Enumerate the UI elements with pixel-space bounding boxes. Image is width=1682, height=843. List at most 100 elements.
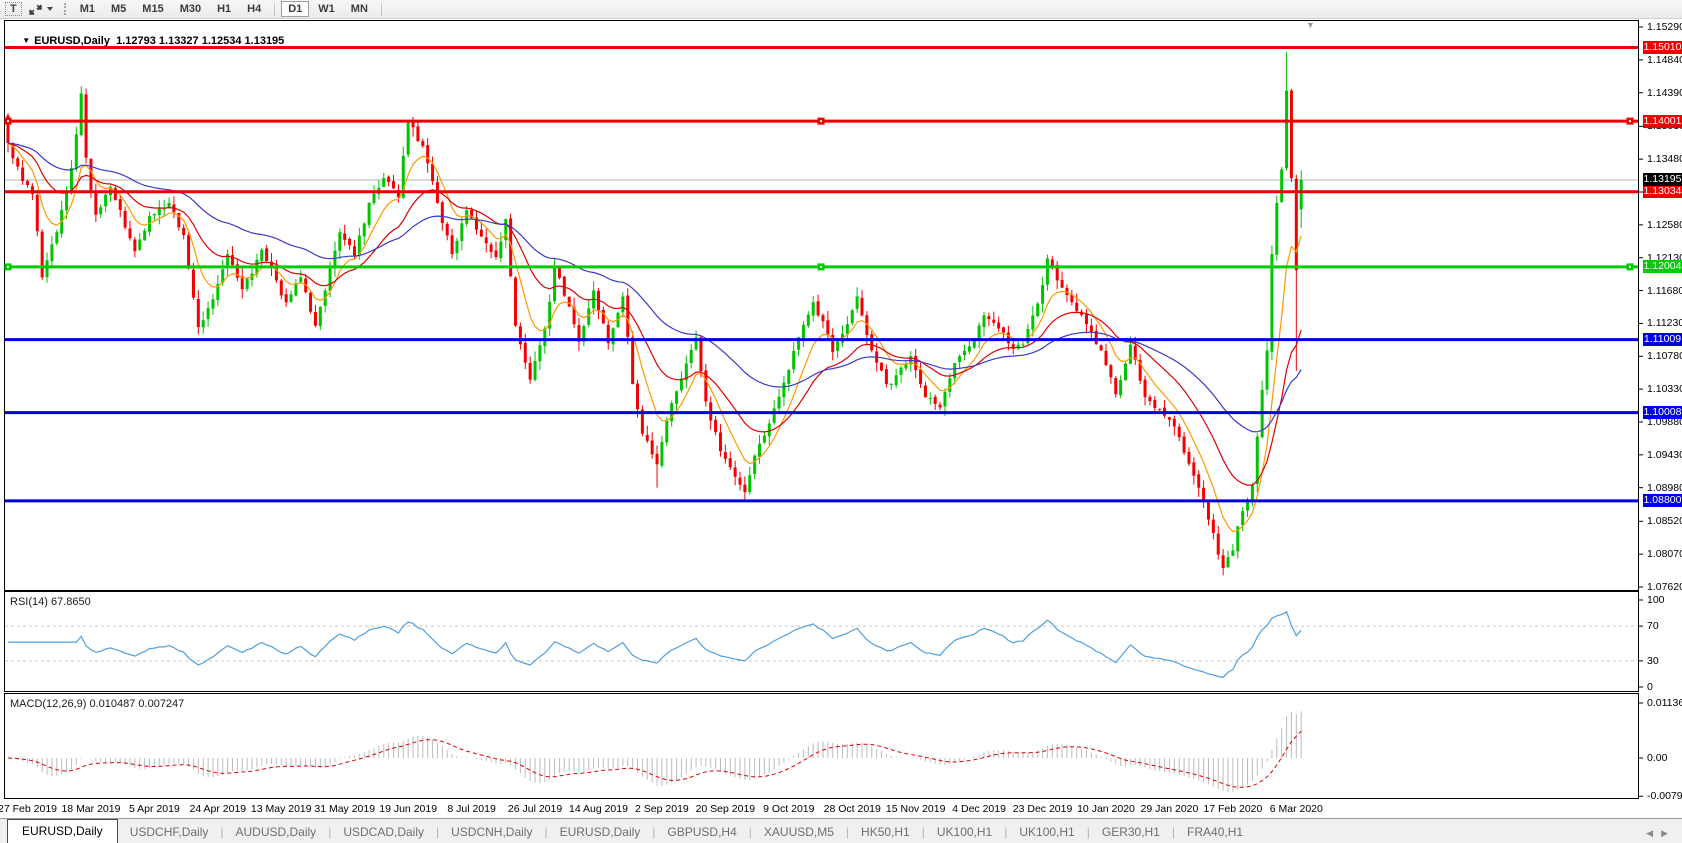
date-label: 24 Apr 2019 [189, 803, 247, 815]
candle-body [723, 452, 727, 459]
price-tick-label: 1.08520 [1647, 515, 1682, 528]
chart-tab-3[interactable]: USDCAD,Daily [343, 825, 424, 839]
candle-body [455, 240, 459, 254]
candle-body [406, 122, 410, 155]
candle-body [660, 441, 664, 466]
price-tick-label: 1.08980 [1647, 481, 1682, 494]
timeframe-button-m30[interactable]: M30 [173, 1, 208, 17]
candle-body [884, 369, 888, 385]
chart-tab-12[interactable]: FRA40,H1 [1187, 825, 1244, 839]
chart-tab-10[interactable]: UK100,H1 [1019, 825, 1075, 839]
candle-body [958, 356, 962, 362]
timeframe-button-m1[interactable]: M1 [73, 1, 102, 17]
price-tick-label: 1.10330 [1647, 383, 1682, 396]
candle-body [177, 212, 181, 228]
candle-body [416, 126, 420, 142]
date-label: 10 Jan 2020 [1077, 803, 1135, 815]
candle-body [167, 202, 171, 208]
candle-body [55, 232, 59, 244]
price-tick-label: 1.07620 [1647, 581, 1682, 593]
timeframe-button-h4[interactable]: H4 [240, 1, 268, 17]
candle-body [245, 278, 249, 290]
candle-body [362, 223, 366, 237]
candle-body [1143, 379, 1147, 398]
candle-body [694, 337, 698, 350]
candle-body [655, 453, 659, 465]
chart-tab-0[interactable]: EURUSD,Daily [7, 819, 118, 843]
candle-body [426, 145, 430, 164]
candle-body [801, 324, 805, 339]
chart-tab-2[interactable]: AUDUSD,Daily [235, 825, 317, 839]
title-collapse-icon[interactable]: ▼ [22, 36, 31, 45]
text-tool-button[interactable]: T [5, 2, 22, 16]
candle-body [450, 235, 454, 255]
candle-body [396, 189, 400, 198]
candle-body [118, 199, 122, 210]
chart-symbol-label: EURUSD,Daily [34, 35, 110, 47]
candle-body [943, 392, 947, 407]
candle-body [826, 320, 830, 335]
chart-tab-4[interactable]: USDCNH,Daily [451, 825, 533, 839]
candle-body [762, 435, 766, 443]
candle-body [514, 277, 518, 326]
candle-body [860, 297, 864, 316]
chart-tab-7[interactable]: XAUUSD,M5 [763, 825, 834, 839]
chart-tab-9[interactable]: UK100,H1 [936, 825, 993, 839]
candle-body [948, 378, 952, 392]
candle-body [821, 315, 825, 322]
main-pane-frame [4, 20, 1639, 591]
dropdown-arrow-icon[interactable] [46, 7, 53, 11]
cursor-tool-button[interactable] [24, 1, 57, 18]
candle-body [1192, 462, 1196, 476]
candle-body [45, 260, 49, 278]
timeframe-button-h1[interactable]: H1 [210, 1, 238, 17]
candle-body [509, 218, 513, 277]
candle-body [216, 283, 220, 301]
price-level-badge: 1.12004 [1643, 260, 1682, 274]
rsi-tick-label: 30 [1647, 654, 1659, 667]
candle-body [6, 115, 10, 144]
chart-tab-6[interactable]: GBPUSD,H4 [667, 825, 737, 839]
timeframe-button-m15[interactable]: M15 [135, 1, 170, 17]
candle-body [470, 209, 474, 219]
candle-body [548, 301, 552, 329]
candle-body [372, 193, 376, 204]
candle-body [84, 94, 88, 158]
candle-body [367, 202, 371, 225]
macd-tick-label: 0.00 [1647, 752, 1668, 764]
candle-body [1148, 396, 1152, 402]
tab-separator: | [748, 825, 752, 839]
chart-tab-5[interactable]: EURUSD,Daily [559, 825, 641, 839]
timeframe-button-mn[interactable]: MN [344, 1, 375, 17]
price-level-badge: 1.10008 [1643, 406, 1682, 420]
tab-separator: | [544, 825, 548, 839]
candle-body [35, 194, 39, 232]
ma-line-slow [7, 142, 1302, 433]
candle-body [1124, 363, 1128, 381]
candle-body [211, 299, 215, 309]
candle-body [836, 341, 840, 351]
candle-body [987, 316, 991, 320]
chart-tab-11[interactable]: GER30,H1 [1101, 825, 1160, 839]
candle-body [123, 210, 127, 228]
candle-body [992, 319, 996, 323]
candle-body [445, 223, 449, 236]
timeframe-button-m5[interactable]: M5 [104, 1, 133, 17]
candle-body [689, 349, 693, 364]
candle-body [230, 255, 234, 265]
timeframe-button-d1[interactable]: D1 [281, 1, 310, 17]
candle-body [596, 290, 600, 312]
candle-body [758, 443, 762, 457]
candle-body [645, 435, 649, 441]
chart-tab-bar: EURUSD,Daily USDCHF,Daily | AUDUSD,Daily | US… [0, 818, 1682, 843]
chart-tab-1[interactable]: USDCHF,Daily [129, 825, 209, 839]
candle-body [138, 239, 142, 250]
candle-body [1187, 451, 1191, 464]
chart-shift-marker-icon[interactable]: ▼ [1306, 20, 1315, 30]
tab-scroll-arrows[interactable]: ◀▶ [1646, 828, 1676, 838]
candle-body [182, 227, 186, 236]
candle-body [977, 325, 981, 340]
timeframe-button-w1[interactable]: W1 [311, 1, 342, 17]
chart-tab-8[interactable]: HK50,H1 [861, 825, 910, 839]
